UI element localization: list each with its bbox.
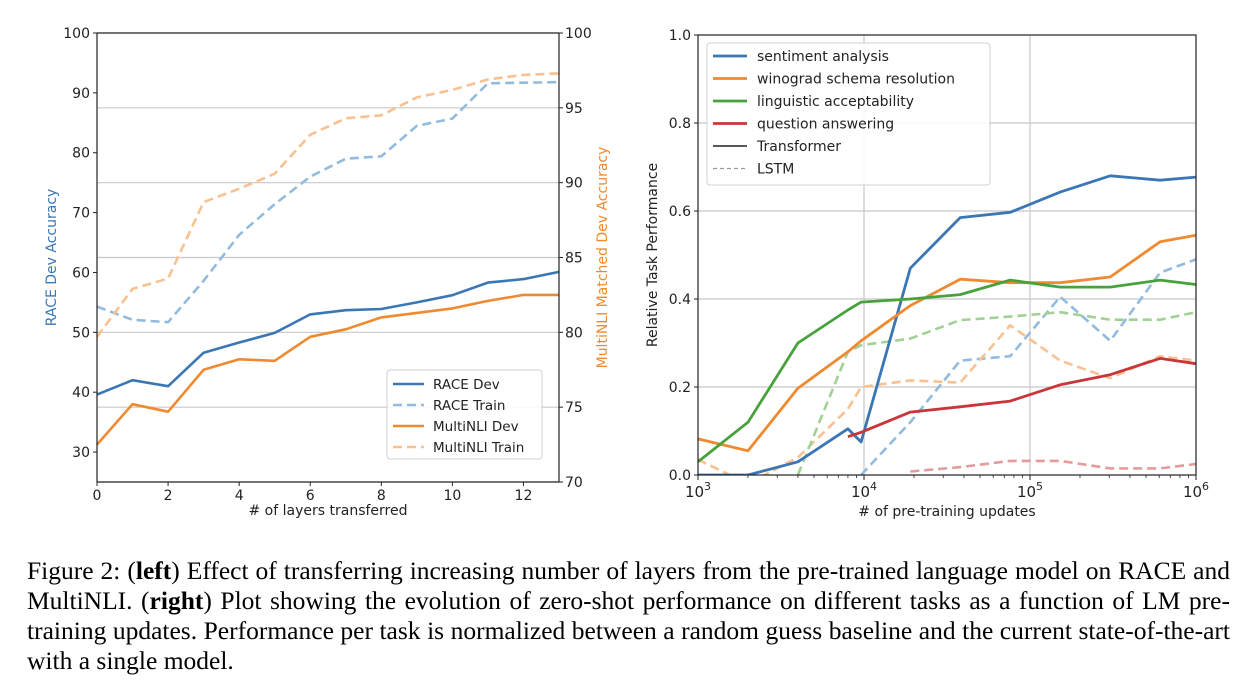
caption-right-label: right [149, 586, 204, 615]
x-axis-label: # of layers transferred [249, 503, 408, 519]
y-tick-label: 100 [63, 26, 90, 42]
caption-left-text: ) Effect of transferring increasing numb… [27, 556, 1231, 615]
legend: sentiment analysis winograd schema resolu… [706, 42, 991, 186]
legend: RACE Dev RACE Train MultiNLI Dev MultiNLI T… [386, 369, 543, 460]
x-axis-label: # of pre-training updates [858, 504, 1035, 520]
x-tick-label: 105 [1017, 480, 1043, 501]
x-tick-label: 4 [235, 488, 244, 504]
legend-label: question answering [757, 117, 894, 133]
figure: 30 40 50 60 70 80 90 100 70 75 80 85 90 95 100 0 2 4 6 8 10 1… [44, 26, 1209, 520]
legend-label: Transformer [756, 139, 841, 155]
y-axis-label: RACE Dev Accuracy [44, 189, 60, 327]
y-tick-label: 80 [72, 146, 90, 162]
legend-label: winograd schema resolution [757, 72, 955, 88]
y-right-axis-label: MultiNLI Matched Dev Accuracy [595, 147, 611, 369]
caption-right-text: ) Plot showing the evolution of zero-sho… [27, 586, 1230, 675]
x-tick-label: 0 [93, 488, 102, 504]
y-tick-label: 0.2 [669, 380, 691, 396]
series-line-linguistic-acceptability-lstm [796, 310, 1196, 475]
y-tick-label: 40 [72, 385, 90, 401]
series-line-winograd-schema-resolution-transformer [698, 233, 1196, 453]
y-tick-label: 0.0 [669, 468, 691, 484]
series-line-question-answering-transformer [847, 356, 1196, 439]
y-right-tick-label: 75 [565, 400, 583, 416]
legend-label: linguistic acceptability [757, 94, 914, 110]
y-right-tick-label: 80 [565, 325, 583, 341]
series-line-linguistic-acceptability-transformer [698, 278, 1196, 463]
y-right-tick-label: 90 [565, 176, 583, 192]
legend-label: RACE Dev [433, 377, 500, 393]
x-tick-label: 103 [685, 480, 711, 501]
y-tick-label: 30 [72, 445, 90, 461]
series-line-question-answering-lstm [910, 459, 1196, 473]
x-tick-label: 2 [164, 488, 173, 504]
legend-label: MultiNLI Dev [433, 419, 519, 435]
x-tick-label: 8 [377, 488, 386, 504]
plot-frame [697, 34, 1197, 476]
series-line-multinli-dev [96, 293, 559, 446]
y-tick-label: 90 [72, 86, 90, 102]
right-chart: 0.0 0.2 0.4 0.6 0.8 1.0 103 104 105 106 # of pre-t… [645, 28, 1209, 520]
y-right-tick-label: 85 [565, 251, 583, 267]
caption-prefix: Figure 2: ( [27, 556, 136, 585]
y-right-tick-label: 70 [565, 475, 583, 491]
x-tick-label: 6 [306, 488, 315, 504]
series-line-multinli-train [95, 72, 560, 338]
series-line-sentiment-analysis-lstm [860, 258, 1196, 475]
y-tick-label: 1.0 [669, 28, 691, 44]
series-line-sentiment-analysis-transformer [698, 174, 1196, 475]
y-right-tick-label: 100 [565, 26, 592, 42]
y-tick-label: 0.8 [669, 116, 691, 132]
legend-label: LSTM [757, 162, 794, 178]
y-tick-label: 0.4 [669, 292, 691, 308]
x-tick-label: 106 [1183, 480, 1209, 501]
series-group [698, 174, 1196, 475]
legend-label: sentiment analysis [757, 49, 889, 65]
legend-box [706, 42, 991, 186]
x-tick-label: 104 [851, 480, 877, 501]
y-tick-label: 50 [72, 325, 90, 341]
y-axis-label: Relative Task Performance [645, 163, 661, 347]
series-line-race-dev [96, 270, 560, 396]
y-tick-label: 70 [72, 206, 90, 222]
y-right-tick-label: 95 [565, 101, 583, 117]
y-tick-label: 60 [72, 265, 90, 281]
legend-label: MultiNLI Train [433, 440, 524, 456]
caption-left-label: left [135, 556, 172, 585]
figure-caption: Figure 2: (left) Effect of transferring … [27, 556, 1230, 676]
series-line-race-train [96, 80, 560, 324]
legend-label: RACE Train [433, 398, 505, 414]
legend-box [386, 369, 543, 460]
x-tick-label: 10 [443, 488, 461, 504]
y-tick-label: 0.6 [669, 204, 691, 220]
x-tick-label: 12 [515, 488, 533, 504]
left-chart: 30 40 50 60 70 80 90 100 70 75 80 85 90 95 100 0 2 4 6 8 10 1… [44, 26, 611, 519]
series-line-winograd-schema-resolution-lstm [698, 324, 1196, 475]
